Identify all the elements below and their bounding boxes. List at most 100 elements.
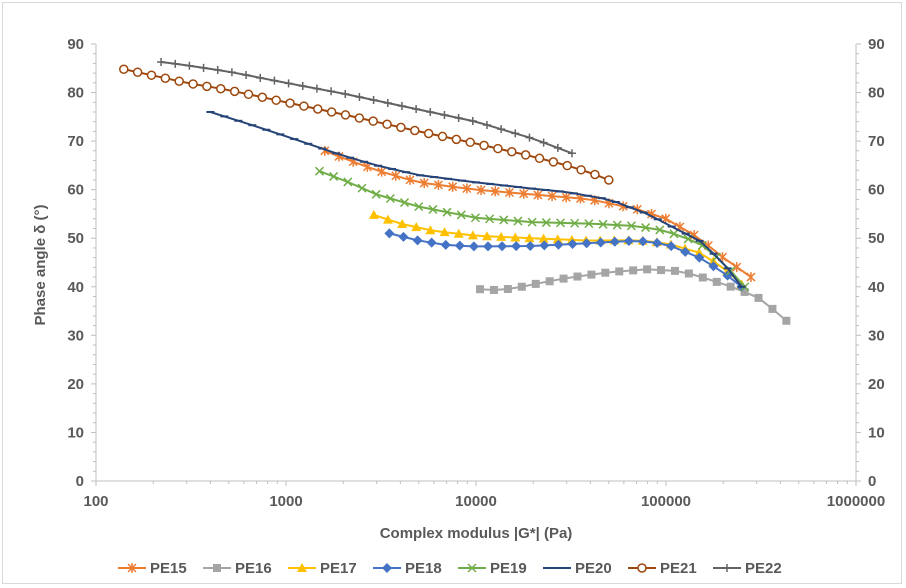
data-point: [326, 107, 337, 117]
data-point: [462, 183, 472, 194]
data-point: [202, 81, 212, 92]
data-point: [643, 265, 652, 274]
data-point: [454, 114, 463, 123]
data-point: [581, 238, 592, 249]
data-point: [768, 304, 777, 313]
legend-marker: [723, 564, 731, 572]
x-axis-title: Complex modulus |G*| (Pa): [380, 525, 573, 542]
data-point: [511, 129, 520, 138]
data-point: [414, 202, 424, 212]
x-tick-label: 1000: [269, 493, 302, 510]
data-point: [456, 210, 466, 220]
data-point: [670, 266, 679, 275]
data-point: [489, 285, 498, 294]
series-line-pe22: [160, 61, 573, 155]
data-point: [368, 209, 379, 219]
data-point: [497, 241, 508, 252]
data-point: [527, 217, 537, 227]
y-tick-label: 70: [67, 133, 84, 150]
data-point: [504, 187, 514, 198]
data-point: [482, 241, 493, 252]
y-axis-title: Phase angle δ (°): [32, 205, 49, 326]
series-pe16: [476, 265, 791, 325]
data-point: [754, 293, 763, 302]
legend-item-pe22: PE22: [713, 560, 782, 577]
data-point: [694, 247, 705, 257]
data-point: [314, 166, 324, 176]
series-pe22: [157, 57, 576, 158]
data-point: [188, 79, 198, 89]
legend-marker: [297, 563, 307, 572]
data-point: [538, 233, 549, 243]
data-point: [559, 274, 568, 283]
data-point: [412, 235, 423, 246]
y2-tick-label: 60: [868, 182, 885, 199]
data-point: [510, 232, 521, 242]
data-point: [637, 236, 648, 247]
y-tick-label: 10: [67, 424, 84, 441]
data-point: [132, 67, 143, 77]
x-tick-label: 10000: [455, 493, 497, 510]
data-point: [490, 186, 500, 197]
data-point: [453, 228, 464, 238]
data-point: [355, 92, 364, 101]
legend: PE15 PE16 PE17 PE18 PE19 PE20 PE21 PE22: [118, 560, 782, 577]
y2-tick-label: 30: [868, 327, 885, 344]
data-point: [199, 63, 208, 72]
data-point: [524, 233, 535, 243]
data-point: [590, 169, 600, 180]
data-point: [584, 219, 594, 229]
y-tick-label: 0: [76, 473, 84, 490]
data-point: [525, 133, 534, 142]
data-point: [513, 216, 523, 226]
data-point: [400, 198, 410, 208]
data-point: [174, 76, 184, 86]
data-point: [242, 71, 251, 80]
data-point: [548, 157, 559, 167]
legend-label: PE17: [320, 560, 357, 577]
data-point: [545, 277, 554, 286]
data-point: [256, 73, 265, 82]
data-point: [555, 218, 566, 228]
y-tick-label: 80: [67, 85, 84, 102]
data-point: [782, 316, 791, 325]
data-point: [426, 107, 435, 116]
data-point: [476, 185, 486, 196]
legend-marker: [637, 563, 647, 573]
data-point: [419, 178, 429, 189]
data-point: [467, 230, 478, 240]
x-tick-label: 1000000: [827, 493, 885, 510]
data-point: [629, 266, 638, 275]
data-point: [354, 113, 365, 123]
data-point: [368, 116, 378, 126]
y-tick-label: 50: [67, 230, 84, 247]
data-point: [383, 98, 392, 107]
data-point: [609, 236, 620, 247]
data-point: [694, 252, 705, 263]
data-point: [160, 73, 171, 83]
data-point: [493, 143, 503, 154]
data-point: [562, 160, 572, 171]
data-point: [385, 193, 395, 203]
data-point: [485, 214, 495, 224]
data-point: [442, 207, 452, 217]
legend-item-pe17: PE17: [288, 560, 357, 577]
data-point: [437, 131, 448, 142]
data-point: [626, 221, 636, 231]
y2-tick-label: 10: [868, 424, 885, 441]
legend-label: PE18: [405, 560, 442, 577]
data-point: [519, 188, 529, 199]
legend-item-pe21: PE21: [628, 560, 697, 577]
data-point: [587, 270, 596, 279]
data-point: [726, 282, 735, 291]
y2-tick-label: 0: [868, 473, 876, 490]
data-point: [482, 231, 493, 241]
data-point: [511, 241, 522, 252]
data-point: [479, 140, 489, 151]
y2-tick-label: 90: [868, 36, 885, 53]
data-point: [216, 83, 226, 94]
data-point: [669, 229, 679, 239]
data-point: [476, 285, 485, 294]
data-point: [357, 183, 367, 193]
